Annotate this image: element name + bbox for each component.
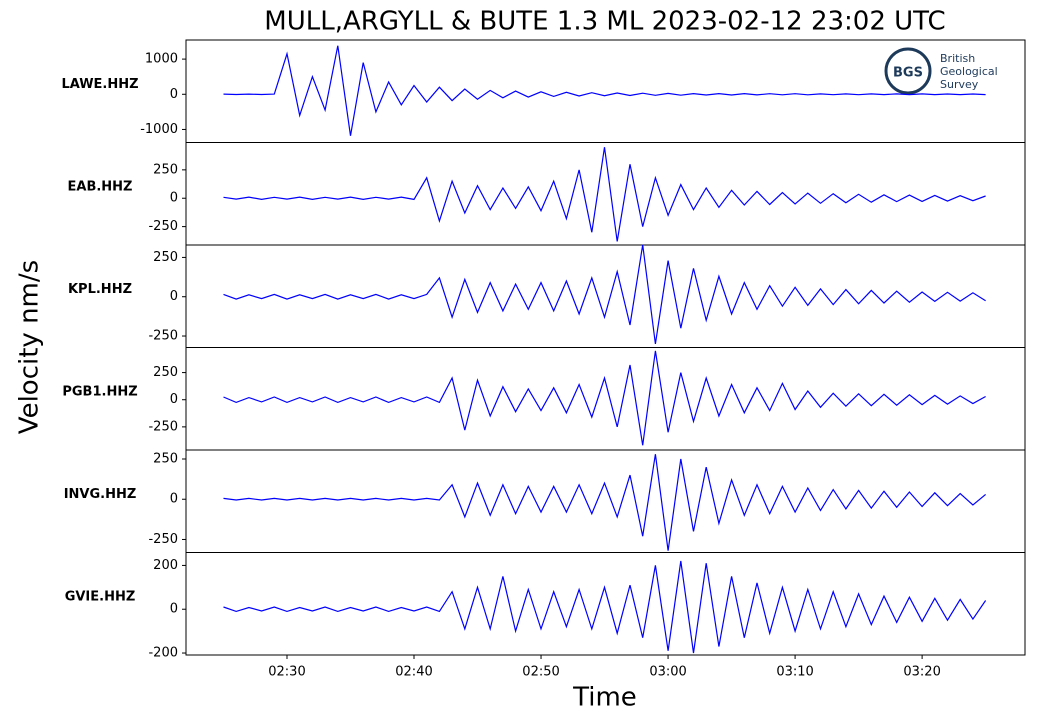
trace bbox=[223, 147, 986, 242]
y-tick-label: 0 bbox=[170, 191, 178, 206]
x-tick-label: 03:10 bbox=[776, 665, 813, 680]
y-tick-label: -1000 bbox=[140, 122, 178, 137]
y-tick-label: 250 bbox=[153, 250, 178, 265]
y-tick-label: 1000 bbox=[145, 52, 178, 67]
trace bbox=[223, 244, 986, 344]
logo-text: Geological bbox=[940, 65, 998, 78]
station-label: EAB.HHZ bbox=[68, 179, 133, 194]
logo: BGS British Geological Survey bbox=[884, 47, 998, 95]
y-tick-label: 200 bbox=[153, 558, 178, 573]
trace bbox=[223, 560, 987, 654]
y-tick-label: 0 bbox=[170, 602, 178, 617]
logo-text: British bbox=[940, 52, 975, 65]
trace bbox=[223, 454, 986, 551]
x-tick-label: 03:00 bbox=[649, 665, 686, 680]
logo-mark: BGS bbox=[893, 66, 923, 81]
y-tick-label: -250 bbox=[148, 532, 178, 547]
y-tick-label: 0 bbox=[170, 492, 178, 507]
trace bbox=[223, 350, 986, 446]
x-tick-label: 02:40 bbox=[395, 665, 432, 680]
y-axis-label: Velocity nm/s bbox=[15, 260, 45, 434]
y-tick-label: -250 bbox=[148, 419, 178, 434]
y-tick-label: 250 bbox=[153, 365, 178, 380]
x-tick-label: 03:20 bbox=[903, 665, 940, 680]
station-label: INVG.HHZ bbox=[64, 487, 137, 502]
y-tick-label: 250 bbox=[153, 452, 178, 467]
station-label: PGB1.HHZ bbox=[62, 384, 137, 399]
panel-frame bbox=[185, 244, 1026, 348]
y-tick-label: -200 bbox=[148, 646, 178, 661]
y-tick-label: 250 bbox=[153, 162, 178, 177]
station-label: GVIE.HHZ bbox=[65, 589, 136, 604]
x-axis-label: Time bbox=[572, 683, 637, 713]
x-tick-label: 02:50 bbox=[522, 665, 559, 680]
y-tick-label: -250 bbox=[148, 329, 178, 344]
y-tick-label: 0 bbox=[170, 392, 178, 407]
station-label: LAWE.HHZ bbox=[61, 77, 138, 92]
panel-frame bbox=[185, 552, 1026, 656]
y-tick-label: 0 bbox=[170, 87, 178, 102]
logo-ring bbox=[884, 47, 932, 95]
x-tick-label: 02:30 bbox=[268, 665, 305, 680]
trace bbox=[223, 45, 986, 136]
y-tick-label: 0 bbox=[170, 289, 178, 304]
chart-title: MULL,ARGYLL & BUTE 1.3 ML 2023-02-12 23:… bbox=[264, 7, 945, 37]
panel-frame bbox=[185, 449, 1026, 553]
y-tick-label: -250 bbox=[148, 219, 178, 234]
logo-text: Survey bbox=[940, 78, 979, 91]
station-label: KPL.HHZ bbox=[68, 282, 132, 297]
panel-frame bbox=[185, 347, 1026, 451]
